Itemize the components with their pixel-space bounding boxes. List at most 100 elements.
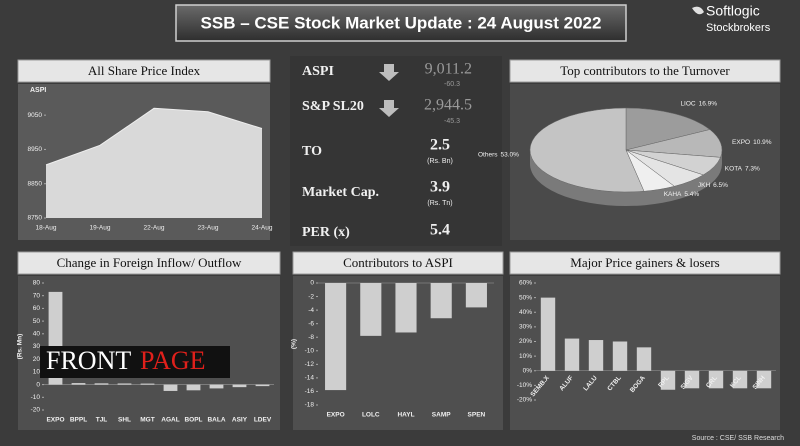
x-tick-label: 22-Aug [144,225,165,232]
y-tick-label: 80 [33,280,41,287]
bar [186,384,201,391]
slice-name: EXPO [732,139,750,146]
bar [430,283,452,319]
y-tick-label: -8 [308,334,314,341]
y-tick-label: -14 [305,375,315,382]
title-box [17,251,281,275]
logo-text: Stockbrokers [706,22,771,34]
bar [232,384,247,388]
stat-value: 9,011.2 [425,61,472,78]
slice-name: JKH [698,182,711,189]
line [45,107,263,166]
watermark-bg [40,346,230,378]
source: Source : CSE/ SSB Research [692,435,784,442]
stat-label: S&P SL20 [302,99,364,114]
bar [708,370,724,389]
x-tick-label: 19-Aug [90,225,111,232]
y-tick-label: 8750 [28,215,43,222]
stat-value: 2,944.5 [424,97,472,114]
y-tick-label: -6 [308,320,314,327]
logo-icon [692,6,704,15]
y-tick-label: 9050 [28,112,43,119]
stat-value: 5.4 [430,222,450,239]
slice-value: 53.0% [501,151,520,158]
y-axis-label: (%) [291,339,298,349]
pie-slice [625,107,711,151]
y-tick-label: 20 [33,356,41,363]
x-tick-label: MGT [140,417,154,424]
bar [588,340,604,371]
bar [360,283,382,336]
bar [163,384,178,391]
y-tick-label: 40 [33,331,41,338]
slice-name: LIOC [680,100,695,107]
down-arrow [379,100,399,117]
pie-slice [529,107,645,193]
x-tick-label: SAMP [432,412,451,419]
stat-sub: -45.3 [444,118,460,125]
stats-bg [290,56,502,246]
x-tick-label: SHL [118,417,131,424]
slice-value: 7.3% [745,165,760,172]
watermark: FRONT PAGE [40,346,230,378]
y-tick-label: 8950 [28,146,43,153]
y-tick-label: 60 [33,305,41,312]
logo-text: Softlogic [706,3,760,19]
chart-title: Major Price gainers & losers [570,255,719,270]
slice-label: KOTA 7.3% [725,165,760,172]
x-tick-label: TJL [96,417,108,424]
bar [732,370,748,389]
bar [612,341,628,371]
y-tick-label: 70 [33,292,41,299]
x-tick-label: ASIY [232,417,248,424]
y-tick-label: -18 [305,402,315,409]
y-tick-label: -10% [517,382,532,389]
stat-label: PER (x) [302,225,350,240]
header-title: SSB – CSE Stock Market Update : 24 Augus… [201,13,602,32]
title-box [509,251,781,275]
y-tick-label: -10 [31,394,41,401]
stat-sub: (Rs. Tn) [427,200,452,207]
bar [117,383,132,385]
stat-label: Market Cap. [302,185,379,200]
stat-sub: -60.3 [444,81,460,88]
y-axis-label: (Rs. Mn) [17,334,24,360]
slice-label: LIOC 16.9% [680,100,717,107]
y-tick-label: -2 [308,293,314,300]
y-tick-label: -16 [305,388,315,395]
slice-label: Others 53.0% [478,151,519,158]
slice-name: Others [478,151,498,158]
watermark-text: PAGE [140,346,206,375]
y-axis-label: ASPI [30,87,46,94]
y-tick-label: 20% [519,338,532,345]
y-tick-label: 30% [519,324,532,331]
y-tick-label: 10 [33,369,41,376]
x-tick-label: 24-Aug [252,225,273,232]
down-arrow [379,64,399,81]
bar [325,283,347,391]
y-tick-label: 40% [519,309,532,316]
bar [564,338,580,371]
chart-title: Change in Foreign Inflow/ Outflow [57,255,242,270]
slice-value: 16.9% [699,100,718,107]
stat-value: 2.5 [430,137,450,154]
slice-name: KAHA [664,191,682,198]
x-tick-label: HAYL [397,412,414,419]
y-tick-label: 10% [519,353,532,360]
slice-value: 10.9% [753,139,772,146]
title-box [292,251,504,275]
y-tick-label: -10 [305,347,315,354]
y-tick-label: 0 [310,280,314,287]
title-box [17,59,271,83]
slice-label: EXPO 10.9% [732,139,772,146]
stat-value: 3.9 [430,179,450,196]
stat-label: ASPI [302,64,334,79]
x-tick-label: EXPO [327,412,345,419]
chart-title: Contributors to ASPI [343,255,453,270]
y-tick-label: -20 [31,407,41,414]
slice-name: KOTA [725,165,743,172]
x-tick-label: BOPL [184,417,202,424]
bar [540,297,556,371]
x-tick-label: LOLC [362,412,380,419]
